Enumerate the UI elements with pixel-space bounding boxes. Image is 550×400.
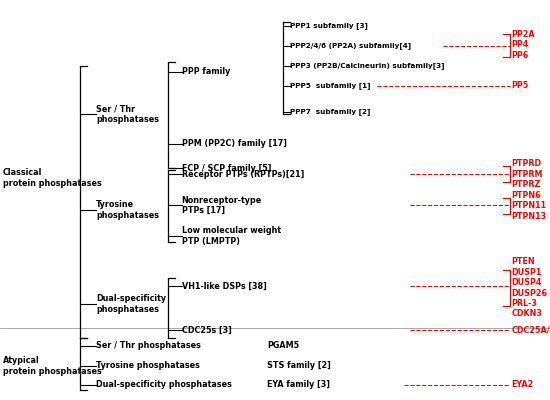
Text: PPP1 subfamily [3]: PPP1 subfamily [3] — [290, 22, 369, 30]
Text: Dual-specificity phosphatases: Dual-specificity phosphatases — [96, 380, 232, 389]
Text: Dual-specificity
phosphatases: Dual-specificity phosphatases — [96, 294, 166, 314]
Text: EYA family [3]: EYA family [3] — [267, 380, 330, 389]
Text: EYA2: EYA2 — [512, 380, 534, 389]
Text: PPP2/4/6 (PP2A) subfamily[4]: PPP2/4/6 (PP2A) subfamily[4] — [290, 42, 411, 50]
Text: FCP / SCP family [5]: FCP / SCP family [5] — [182, 164, 271, 172]
Text: Atypical
protein phosphatases: Atypical protein phosphatases — [3, 356, 102, 376]
Text: PTPRD
PTPRM
PTPRZ: PTPRD PTPRM PTPRZ — [512, 159, 543, 189]
Text: Tyrosine
phosphatases: Tyrosine phosphatases — [96, 200, 160, 220]
Text: PP5: PP5 — [512, 82, 529, 90]
Text: PPP3 (PP2B/Calcineurin) subfamily[3]: PPP3 (PP2B/Calcineurin) subfamily[3] — [290, 62, 445, 70]
Text: PGAM5: PGAM5 — [267, 342, 299, 350]
Text: Classical
protein phosphatases: Classical protein phosphatases — [3, 168, 102, 188]
Text: Nonreceptor-type
PTPs [17]: Nonreceptor-type PTPs [17] — [182, 196, 262, 215]
Text: PPP7  subfamily [2]: PPP7 subfamily [2] — [290, 108, 371, 116]
Text: CDC25s [3]: CDC25s [3] — [182, 326, 232, 334]
Text: PTEN
DUSP1
DUSP4
DUSP26
PRL-3
CDKN3: PTEN DUSP1 DUSP4 DUSP26 PRL-3 CDKN3 — [512, 258, 547, 318]
Text: Receptor PTPs (RPTPs)[21]: Receptor PTPs (RPTPs)[21] — [182, 170, 304, 178]
Text: PPM (PP2C) family [17]: PPM (PP2C) family [17] — [182, 140, 287, 148]
Text: Low molecular weight
PTP (LMPTP): Low molecular weight PTP (LMPTP) — [182, 226, 280, 246]
Text: PPP5  subfamily [1]: PPP5 subfamily [1] — [290, 82, 371, 90]
Text: Ser / Thr phosphatases: Ser / Thr phosphatases — [96, 342, 201, 350]
Text: PTPN6
PTPN11
PTPN13: PTPN6 PTPN11 PTPN13 — [512, 191, 547, 221]
Text: CDC25A/B/C: CDC25A/B/C — [512, 326, 550, 334]
Text: STS family [2]: STS family [2] — [267, 362, 331, 370]
Text: VH1-like DSPs [38]: VH1-like DSPs [38] — [182, 282, 266, 290]
Text: Ser / Thr
phosphatases: Ser / Thr phosphatases — [96, 104, 160, 124]
Text: PP2A
PP4
PP6: PP2A PP4 PP6 — [512, 30, 535, 60]
Text: PPP family: PPP family — [182, 68, 230, 76]
Text: Tyrosine phosphatases: Tyrosine phosphatases — [96, 362, 200, 370]
